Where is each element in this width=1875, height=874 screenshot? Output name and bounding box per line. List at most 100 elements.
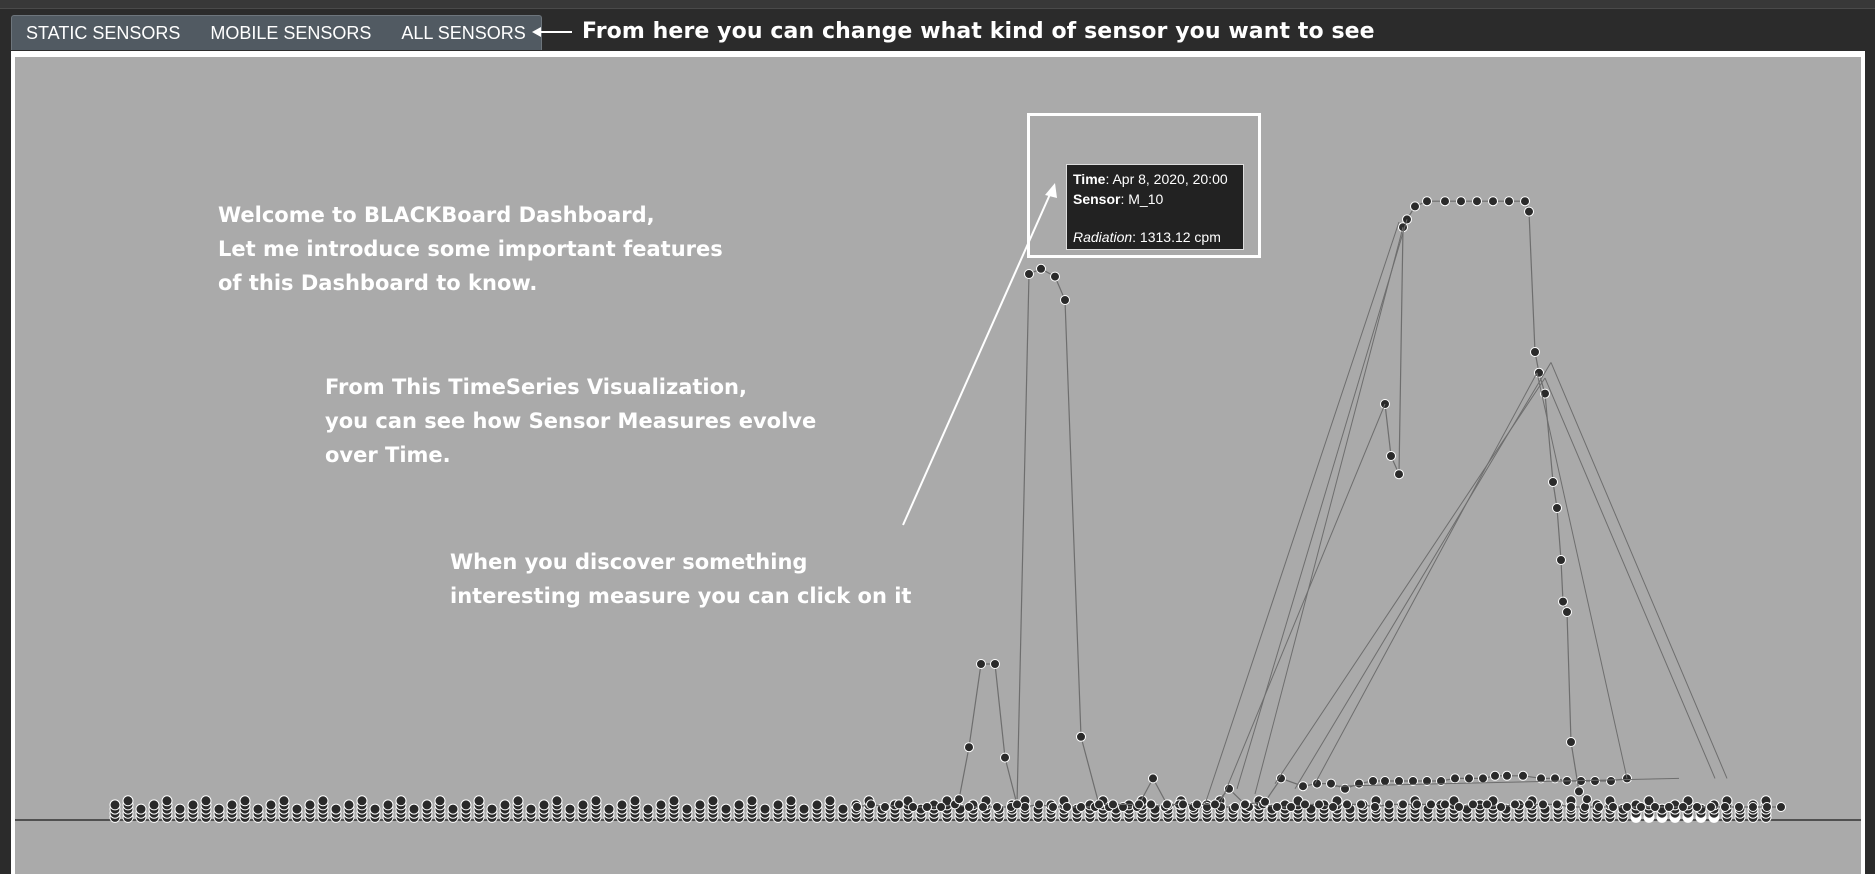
baseline-point[interactable] xyxy=(525,803,537,815)
series-point[interactable] xyxy=(954,794,964,805)
series-point[interactable] xyxy=(1368,776,1378,786)
baseline-point[interactable] xyxy=(252,803,264,815)
series-point[interactable] xyxy=(1734,802,1744,812)
baseline-point[interactable] xyxy=(733,799,745,811)
baseline-point[interactable] xyxy=(460,799,472,811)
series-point[interactable] xyxy=(1048,802,1058,812)
baseline-point[interactable] xyxy=(629,795,641,807)
series-point[interactable] xyxy=(1706,802,1716,812)
series-point[interactable] xyxy=(1148,773,1158,784)
baseline-point[interactable] xyxy=(447,803,459,815)
series-point[interactable] xyxy=(1594,802,1604,812)
series-point[interactable] xyxy=(1076,802,1086,812)
baseline-point[interactable] xyxy=(369,803,381,815)
baseline-point[interactable] xyxy=(681,803,693,815)
series-point[interactable] xyxy=(1622,802,1632,812)
series-point[interactable] xyxy=(1748,802,1758,812)
baseline-point[interactable] xyxy=(278,795,290,807)
series-point[interactable] xyxy=(1530,347,1540,357)
baseline-point[interactable] xyxy=(135,803,147,815)
baseline-point[interactable] xyxy=(746,795,758,807)
series-point[interactable] xyxy=(964,742,974,753)
baseline-point[interactable] xyxy=(174,803,186,815)
series-point[interactable] xyxy=(1582,794,1592,805)
series-point[interactable] xyxy=(1574,786,1584,797)
series-point[interactable] xyxy=(1370,802,1380,812)
series-point[interactable] xyxy=(1162,799,1172,810)
baseline-point[interactable] xyxy=(161,795,173,807)
series-point[interactable] xyxy=(1210,799,1220,810)
series-point[interactable] xyxy=(1762,802,1772,812)
series-point[interactable] xyxy=(1440,196,1450,207)
baseline-point[interactable] xyxy=(655,799,667,811)
baseline-point[interactable] xyxy=(473,795,485,807)
series-point[interactable] xyxy=(1504,196,1514,207)
series-point[interactable] xyxy=(1272,802,1282,812)
baseline-point[interactable] xyxy=(603,803,615,815)
baseline-point[interactable] xyxy=(798,803,810,815)
series-point[interactable] xyxy=(1422,776,1432,786)
baseline-point[interactable] xyxy=(200,795,212,807)
series-point[interactable] xyxy=(1534,367,1544,378)
baseline-point[interactable] xyxy=(226,799,238,811)
series-point[interactable] xyxy=(1408,776,1418,786)
baseline-point[interactable] xyxy=(291,803,303,815)
series-point[interactable] xyxy=(1478,773,1488,784)
series-point[interactable] xyxy=(1566,802,1576,812)
baseline-point[interactable] xyxy=(330,803,342,815)
series-point[interactable] xyxy=(1536,773,1546,784)
series-point[interactable] xyxy=(1300,799,1310,810)
baseline-point[interactable] xyxy=(707,795,719,807)
series-point[interactable] xyxy=(1326,778,1336,789)
series-point[interactable] xyxy=(1678,802,1688,812)
tab-static-sensors[interactable]: STATIC SENSORS xyxy=(26,23,181,43)
baseline-point[interactable] xyxy=(785,795,797,807)
series-point[interactable] xyxy=(1502,770,1512,781)
series-point[interactable] xyxy=(1454,802,1464,812)
baseline-point[interactable] xyxy=(187,799,199,811)
baseline-point[interactable] xyxy=(395,795,407,807)
series-point[interactable] xyxy=(1472,196,1482,207)
series-point[interactable] xyxy=(1410,201,1420,212)
series-point[interactable] xyxy=(1412,799,1422,810)
series-point[interactable] xyxy=(1606,776,1616,786)
series-point[interactable] xyxy=(1394,776,1404,786)
series-point[interactable] xyxy=(1468,799,1478,810)
series-point[interactable] xyxy=(1012,799,1022,810)
baseline-point[interactable] xyxy=(434,795,446,807)
series-point[interactable] xyxy=(1384,799,1394,810)
baseline-point[interactable] xyxy=(694,799,706,811)
baseline-point[interactable] xyxy=(668,795,680,807)
series-point[interactable] xyxy=(1394,469,1404,480)
series-point[interactable] xyxy=(1488,196,1498,207)
series-point[interactable] xyxy=(1482,799,1492,810)
series-point[interactable] xyxy=(1538,799,1548,810)
series-point[interactable] xyxy=(1552,799,1562,810)
series-point[interactable] xyxy=(936,802,946,812)
tab-all-sensors[interactable]: ALL SENSORS xyxy=(401,23,526,43)
series-point[interactable] xyxy=(1426,799,1436,810)
series-point[interactable] xyxy=(1076,731,1086,742)
series-point[interactable] xyxy=(992,802,1002,812)
series-point[interactable] xyxy=(976,659,986,669)
series-point[interactable] xyxy=(1496,802,1506,812)
series-point[interactable] xyxy=(1062,802,1072,812)
series-point[interactable] xyxy=(1440,799,1450,810)
series-point[interactable] xyxy=(1386,451,1396,461)
baseline-point[interactable] xyxy=(486,803,498,815)
series-point[interactable] xyxy=(1192,799,1202,810)
series-point[interactable] xyxy=(1298,781,1308,792)
series-point[interactable] xyxy=(964,802,974,812)
series-point[interactable] xyxy=(1034,799,1044,810)
series-point[interactable] xyxy=(1356,799,1366,810)
baseline-point[interactable] xyxy=(239,795,251,807)
baseline-point[interactable] xyxy=(265,799,277,811)
series-point[interactable] xyxy=(1260,796,1270,807)
baseline-point[interactable] xyxy=(148,799,160,811)
series-point[interactable] xyxy=(1450,773,1460,784)
series-point[interactable] xyxy=(1692,802,1702,812)
baseline-point[interactable] xyxy=(551,795,563,807)
series-point[interactable] xyxy=(894,799,904,810)
series-point[interactable] xyxy=(1240,799,1250,810)
series-point[interactable] xyxy=(1562,607,1572,617)
